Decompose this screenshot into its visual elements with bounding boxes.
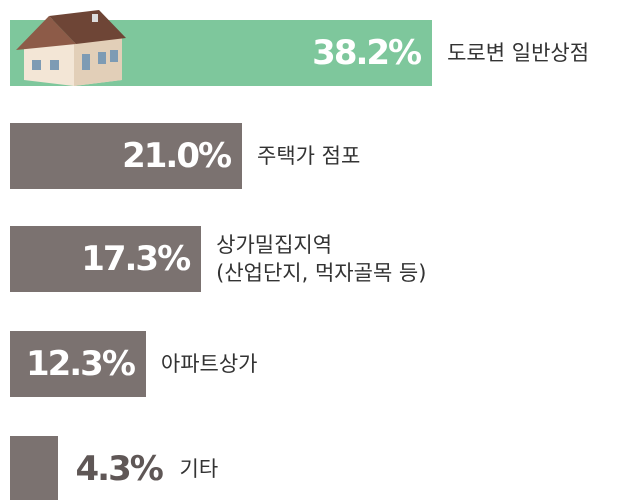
value-label: 4.3% [76,452,162,486]
bar [10,436,58,500]
chart: 38.2% 도로변 일반상점 21.0% 주택가 점포 17.3% 상가밀집지역 (산업단… [0,0,626,500]
category-label: 도로변 일반상점 [447,39,589,67]
value-label: 21.0% [122,139,230,173]
category-label: 상가밀집지역 (산업단지, 먹자골목 등) [216,231,426,288]
category-label: 아파트상가 [161,350,258,378]
value-label: 38.2% [312,36,420,70]
category-label: 주택가 점포 [257,142,360,170]
value-label: 17.3% [81,242,189,276]
house-icon [14,8,129,88]
value-label: 12.3% [26,347,134,381]
category-label: 기타 [180,455,219,483]
